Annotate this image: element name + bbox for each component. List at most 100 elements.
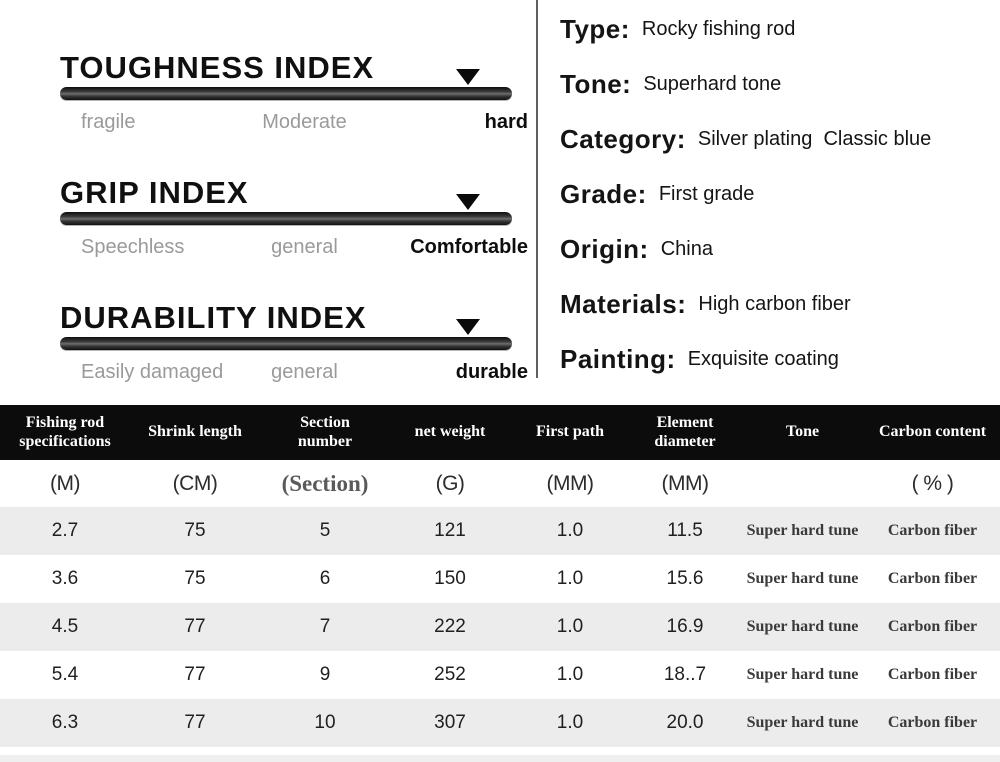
unit-cell	[740, 460, 865, 507]
header-fishing-rod-specifications: Fishing rod specifications	[0, 405, 130, 460]
unit-cell: (MM)	[630, 460, 740, 507]
attr-row-tone: Tone: Superhard tone	[560, 57, 1000, 112]
gauge-bar	[60, 337, 512, 350]
header-shrink-length: Shrink length	[130, 405, 260, 460]
index-title-toughness: TOUGHNESS INDEX	[60, 50, 375, 85]
triangle-marker-icon	[456, 69, 480, 85]
units-row: (M) (CM) (Section) (G) (MM) (MM) ( % )	[0, 460, 1000, 507]
cell-tone: Super hard tune	[746, 666, 859, 683]
cell-element-diameter: 15.6	[666, 568, 704, 589]
header-carbon-content: Carbon content	[865, 405, 1000, 460]
unit-cell: (MM)	[510, 460, 630, 507]
header-section-number: Section number	[260, 405, 390, 460]
cell-carbon-content: Carbon fiber	[887, 570, 978, 587]
gauge-bar	[60, 87, 512, 100]
cell-tone: Super hard tune	[746, 618, 859, 635]
scale-label-low: fragile	[81, 111, 136, 133]
index-block-durability: DURABILITY INDEX Easily damaged general …	[60, 300, 528, 384]
attr-value: Exquisite coating	[687, 348, 839, 370]
bottom-strip	[0, 755, 1000, 762]
cell-element-diameter: 18..7	[663, 664, 707, 685]
attr-row-painting: Painting: Exquisite coating	[560, 332, 1000, 387]
cell-carbon-content: Carbon fiber	[887, 666, 978, 683]
attr-label: Grade:	[560, 179, 647, 209]
header-net-weight: net weight	[390, 405, 510, 460]
scale-label-high: durable	[455, 361, 528, 383]
cell-shrink-length: 77	[184, 712, 206, 733]
attr-row-grade: Grade: First grade	[560, 167, 1000, 222]
cell-specification: 5.4	[51, 664, 79, 685]
toughness-scale: fragile Moderate hard	[60, 111, 528, 134]
scale-label-mid: general	[271, 361, 338, 383]
cell-net-weight: 121	[434, 520, 466, 541]
header-element-diameter: Element diameter	[630, 405, 740, 460]
cell-section-number: 6	[319, 568, 331, 589]
cell-tone: Super hard tune	[746, 570, 859, 587]
cell-shrink-length: 77	[184, 664, 206, 685]
table-header-row: Fishing rod specifications Shrink length…	[0, 405, 1000, 460]
cell-first-path: 1.0	[556, 568, 584, 589]
cell-first-path: 1.0	[556, 520, 584, 541]
cell-tone: Super hard tune	[746, 522, 859, 539]
cell-element-diameter: 16.9	[666, 616, 704, 637]
durability-scale: Easily damaged general durable	[60, 361, 528, 384]
index-title-durability: DURABILITY INDEX	[60, 300, 367, 335]
top-section: TOUGHNESS INDEX fragile Moderate hard GR…	[0, 0, 1000, 383]
cell-net-weight: 222	[434, 616, 466, 637]
cell-net-weight: 252	[434, 664, 466, 685]
cell-carbon-content: Carbon fiber	[887, 714, 978, 731]
cell-first-path: 1.0	[556, 664, 584, 685]
cell-specification: 4.5	[51, 616, 79, 637]
attr-value: Superhard tone	[643, 73, 782, 95]
cell-section-number: 9	[319, 664, 331, 685]
attr-value: First grade	[658, 183, 755, 205]
unit-cell: (CM)	[130, 460, 260, 507]
attr-row-origin: Origin: China	[560, 222, 1000, 277]
unit-cell: (G)	[390, 460, 510, 507]
scale-label-low: Easily damaged	[81, 361, 224, 383]
cell-net-weight: 307	[434, 712, 466, 733]
grip-scale: Speechless general Comfortable	[60, 236, 528, 259]
scale-label-low: Speechless	[81, 236, 185, 258]
spec-table: Fishing rod specifications Shrink length…	[0, 405, 1000, 747]
table-row: 4.5 77 7 222 1.0 16.9 Super hard tune Ca…	[0, 603, 1000, 651]
attr-label: Tone:	[560, 69, 632, 99]
toughness-gauge	[60, 69, 512, 100]
unit-cell: ( % )	[865, 460, 1000, 507]
attr-value: High carbon fiber	[698, 293, 851, 315]
attr-row-materials: Materials: High carbon fiber	[560, 277, 1000, 332]
unit-cell: (Section)	[260, 460, 390, 507]
index-block-toughness: TOUGHNESS INDEX fragile Moderate hard	[60, 50, 528, 134]
triangle-marker-icon	[456, 194, 480, 210]
cell-tone: Super hard tune	[746, 714, 859, 731]
cell-section-number: 5	[319, 520, 331, 541]
table-row: 6.3 77 10 307 1.0 20.0 Super hard tune C…	[0, 699, 1000, 747]
attr-row-category: Category: Silver plating Classic blue	[560, 112, 1000, 167]
attr-label: Origin:	[560, 234, 649, 264]
attr-label: Category:	[560, 124, 686, 154]
cell-net-weight: 150	[434, 568, 466, 589]
attr-value: China	[660, 238, 713, 260]
cell-carbon-content: Carbon fiber	[887, 618, 978, 635]
index-title-grip: GRIP INDEX	[60, 175, 249, 210]
index-panel: TOUGHNESS INDEX fragile Moderate hard GR…	[0, 0, 536, 383]
cell-first-path: 1.0	[556, 712, 584, 733]
attr-value: Silver plating Classic blue	[697, 128, 932, 150]
cell-section-number: 7	[319, 616, 331, 637]
cell-specification: 3.6	[51, 568, 79, 589]
attr-label: Painting:	[560, 344, 676, 374]
vertical-divider	[536, 0, 538, 378]
grip-gauge	[60, 194, 512, 225]
attr-row-type: Type: Rocky fishing rod	[560, 2, 1000, 57]
gauge-bar	[60, 212, 512, 225]
cell-specification: 6.3	[51, 712, 79, 733]
table-row: 5.4 77 9 252 1.0 18..7 Super hard tune C…	[0, 651, 1000, 699]
header-tone: Tone	[740, 405, 865, 460]
attr-value: Rocky fishing rod	[641, 18, 796, 40]
cell-specification: 2.7	[51, 520, 79, 541]
cell-element-diameter: 11.5	[667, 520, 703, 541]
header-first-path: First path	[510, 405, 630, 460]
scale-label-high: hard	[484, 111, 528, 133]
attr-label: Type:	[560, 14, 630, 44]
